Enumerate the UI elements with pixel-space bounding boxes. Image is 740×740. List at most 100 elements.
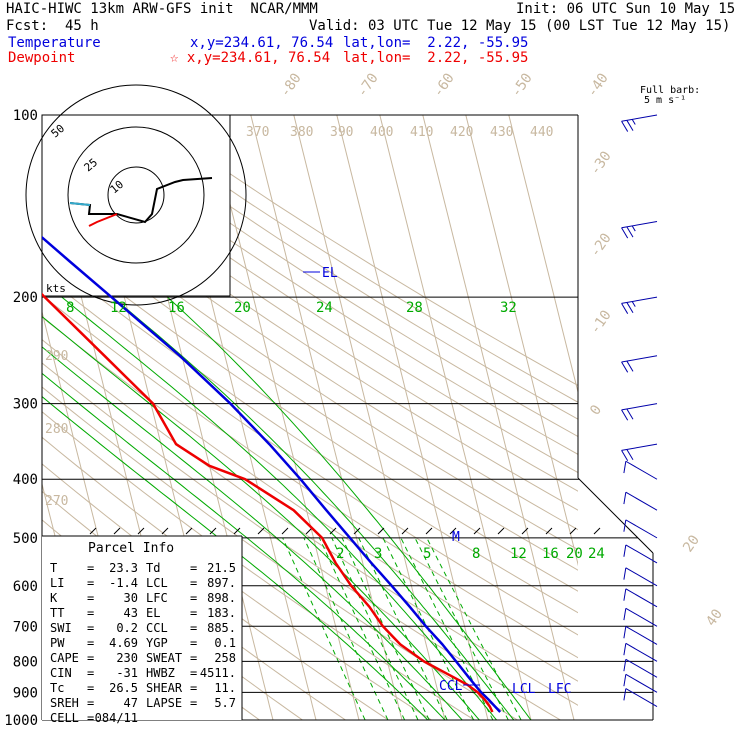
mixing-ratio-label: 5 [423, 546, 431, 562]
moist-adiabat-label: 16 [168, 300, 185, 316]
hatch-mark [329, 527, 337, 535]
wind-barb-staff [625, 607, 658, 627]
wind-barb-staff [625, 642, 658, 662]
dry-adiabat-line [42, 193, 578, 551]
theta-label: 270 [45, 494, 68, 509]
hatch-mark [593, 527, 601, 535]
parcel-field-value: 885. [207, 621, 236, 635]
hatch-mark [209, 527, 217, 535]
plot-right-diagonal [577, 477, 654, 554]
dry-adiabat-line [42, 120, 578, 474]
parcel-field-equals: = [190, 591, 197, 605]
wind-barb [621, 114, 658, 132]
hatch-mark [281, 527, 289, 535]
hatch-mark [425, 527, 433, 535]
dewpoint-legend-xy: ☆ x,y=234.61, 76.54 [170, 50, 331, 66]
forecast-hour: Fcst: 45 h [6, 18, 99, 34]
theta-label: 380 [290, 125, 313, 140]
pressure-tick-label: 800 [13, 654, 38, 670]
dry-adiabat-line [144, 115, 578, 387]
wind-barb [621, 443, 658, 461]
parcel-field-label: LFC [146, 591, 168, 605]
hodograph-ring [25, 84, 247, 306]
wind-barb-staff [625, 491, 658, 511]
hatch-mark [569, 527, 577, 535]
pressure-tick-label: 700 [13, 619, 38, 635]
wind-barb-flag [631, 301, 636, 307]
wind-barb-flag [623, 567, 627, 580]
wind-barb-staff [621, 296, 658, 304]
hatch-mark [233, 527, 241, 535]
parcel-field-label: EL [146, 606, 160, 620]
hatch-mark [497, 527, 505, 535]
parcel-field-label: T [50, 561, 57, 575]
hatch-mark [161, 527, 169, 535]
mixing-ratio-line [414, 537, 509, 720]
wind-barb [623, 519, 658, 539]
wind-barb-staff [621, 355, 658, 363]
parcel-field-value: 21.5 [207, 561, 236, 575]
wind-barb-staff [625, 460, 658, 480]
mixing-ratio-label: 8 [472, 546, 480, 562]
parcel-field-label: SWEAT [146, 651, 182, 665]
wind-barb [621, 296, 658, 314]
wind-barb-flag [621, 450, 629, 461]
parcel-field-label: CCL [146, 621, 168, 635]
isotherm-label: 20 [680, 532, 703, 555]
wind-barb-staff [625, 567, 658, 587]
parcel-field-value: 23.3 [109, 561, 138, 575]
parcel-field-equals: = [190, 696, 197, 710]
wind-barb-staff [621, 403, 658, 411]
mixing-ratio-line [303, 537, 389, 720]
hatch-mark [545, 527, 553, 535]
pressure-tick-label: 200 [13, 290, 38, 306]
wind-barb-flag [623, 674, 627, 687]
parcel-field-label: CIN [50, 666, 72, 680]
dry-adiabat-line [42, 362, 561, 720]
isotherm-label: -50 [508, 70, 536, 100]
moist-adiabat-label: 20 [234, 300, 251, 316]
mixing-ratio-label: 16 [542, 546, 559, 562]
isotherm-line [465, 115, 578, 567]
ccl-annotation: CCL [439, 679, 463, 694]
mixing-ratio-label: 12 [510, 546, 527, 562]
parcel-field-value: -31 [116, 666, 138, 680]
wind-barb-flag [621, 227, 629, 239]
wind-barb-flag [626, 302, 634, 314]
wind-barb [623, 607, 658, 627]
parcel-field-label: SHEAR [146, 681, 183, 695]
parcel-field-equals: = [87, 576, 94, 590]
mixing-ratio-line [331, 537, 419, 720]
parcel-field-value: 898. [207, 591, 236, 605]
parcel-field-equals: = [87, 681, 94, 695]
isotherm-label: 40 [703, 606, 726, 629]
parcel-field-value: 30 [124, 591, 138, 605]
hatch-mark [113, 527, 121, 535]
parcel-field-value: -1.4 [109, 576, 138, 590]
dry-adiabat-line [42, 316, 578, 682]
isotherm-label: -60 [430, 70, 458, 100]
parcel-field-label: TT [50, 606, 64, 620]
hatch-mark [377, 527, 385, 535]
wind-barb-staff [625, 544, 658, 564]
pressure-tick-label: 500 [13, 531, 38, 547]
isotherm-label: -20 [587, 230, 615, 260]
moist-adiabat-label: 24 [316, 300, 333, 316]
wind-barb-flag [623, 588, 627, 601]
theta-label: 430 [490, 125, 513, 140]
theta-label: 290 [45, 349, 68, 364]
wind-barb-staff [625, 588, 658, 608]
wind-barb-staff [621, 443, 658, 451]
parcel-field-equals: = [87, 651, 94, 665]
moist-adiabat-label: 8 [66, 300, 74, 316]
wind-barb-staff [625, 519, 658, 539]
hatch-mark [401, 527, 409, 535]
pressure-tick-label: 400 [13, 472, 38, 488]
temperature-legend-label: Temperature [8, 35, 101, 51]
hodograph-surface-segment [69, 202, 91, 206]
hatch-mark [521, 527, 529, 535]
wind-barb-flag [626, 360, 634, 372]
wind-barb [623, 544, 658, 564]
parcel-field-label: PW [50, 636, 65, 650]
dry-adiabat-line [42, 294, 578, 659]
